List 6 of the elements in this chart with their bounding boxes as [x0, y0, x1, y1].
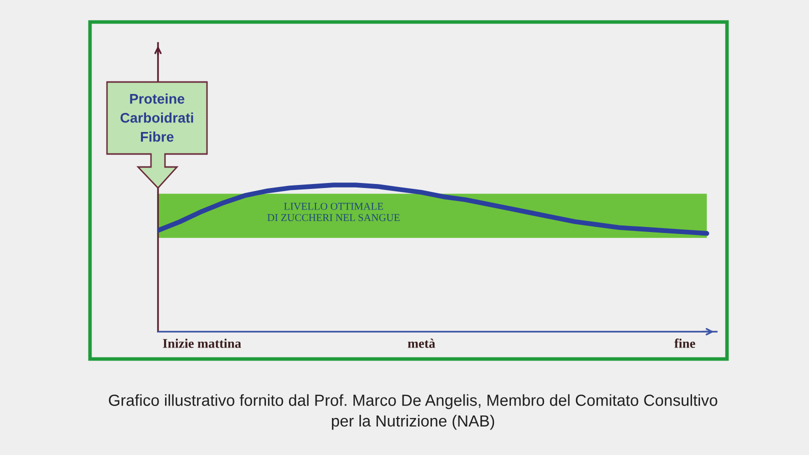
x-tick-label: fine	[674, 338, 696, 348]
x-tick-label: metà	[408, 338, 436, 348]
band-label: LIVELLO OTTIMALE DI ZUCCHERI NEL SANGUE	[267, 202, 400, 222]
text: Proteine Carboidrati Fibre	[120, 94, 194, 142]
text: Grafico illustrativo fornito dal Prof. Marco De Angelis, Membro del Comitato Consultivo per la Nutrizione (NAB)	[108, 394, 718, 430]
x-tick-label: Inizie mattina	[162, 338, 242, 348]
